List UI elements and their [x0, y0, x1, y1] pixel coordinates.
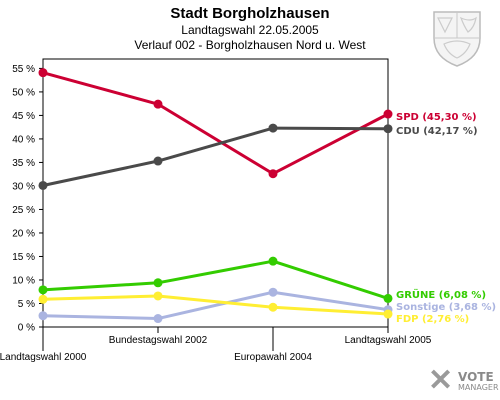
data-point [38, 180, 48, 190]
coat-of-arms-icon [433, 11, 481, 67]
series-label: Sonstige (3,68 %) [396, 302, 496, 313]
logo-subtext: MANAGER [458, 383, 499, 392]
x-tick-label: Landtagswahl 2000 [0, 352, 87, 363]
data-point [153, 314, 163, 324]
data-point [268, 256, 278, 266]
y-tick-label: 5 % [18, 299, 35, 310]
y-tick-label: 15 % [12, 252, 35, 263]
series-label: FDP (2,76 %) [396, 314, 469, 325]
data-point [383, 109, 393, 119]
x-tick-label: Bundestagswahl 2002 [109, 335, 208, 346]
y-tick-label: 20 % [12, 228, 35, 239]
data-point [153, 156, 163, 166]
y-tick-label: 0 % [18, 323, 35, 334]
data-point [268, 123, 278, 133]
data-point [383, 309, 393, 319]
x-tick-label: Europawahl 2004 [234, 352, 312, 363]
y-tick-label: 25 % [12, 205, 35, 216]
data-point [38, 285, 48, 295]
series-fdp [38, 291, 393, 319]
plot-frame [42, 58, 389, 328]
series-layer [38, 68, 393, 324]
x-tick-label: Landtagswahl 2005 [345, 335, 432, 346]
chart-subtitle: Landtagswahl 22.05.2005 [181, 23, 319, 37]
series-label: CDU (42,17 %) [396, 126, 478, 137]
series-cdu [38, 123, 393, 190]
data-point [268, 169, 278, 179]
logo-text: VOTE [458, 370, 494, 384]
y-tick-label: 30 % [12, 181, 35, 192]
series-line [42, 290, 389, 321]
y-tick-label: 50 % [12, 87, 35, 98]
data-point [383, 293, 393, 303]
data-point [268, 287, 278, 297]
series-labels: SPD (45,30 %) CDU (42,17 %) GRÜNE (6,08 %)… [396, 112, 496, 325]
y-tick-label: 55 % [12, 64, 35, 75]
data-point [153, 291, 163, 301]
series-line [42, 259, 389, 300]
series-gr-ne [38, 256, 393, 303]
y-axis: 0 % 5 % 10 % 15 % 20 % 25 % 30 % 35 % 40 % 45 % 50… [12, 64, 43, 334]
data-point [153, 99, 163, 109]
y-tick-label: 40 % [12, 134, 35, 145]
series-label: SPD (45,30 %) [396, 112, 477, 123]
y-tick-label: 45 % [12, 111, 35, 122]
series-sonstige [38, 287, 393, 324]
data-point [383, 124, 393, 134]
data-point [268, 302, 278, 312]
series-line [42, 71, 389, 176]
vote-manager-x-icon: ✕ [428, 364, 454, 397]
chart-subtitle-2: Verlauf 002 - Borgholzhausen Nord u. Wes… [134, 38, 366, 52]
vote-manager-logo: ✕ VOTE MANAGER [428, 364, 499, 397]
data-point [38, 68, 48, 78]
y-tick-label: 10 % [12, 275, 35, 286]
chart-title: Stadt Borgholzhausen [170, 5, 330, 22]
x-axis: Landtagswahl 2000 Bundestagswahl 2002 Euro… [0, 327, 432, 363]
series-label: GRÜNE (6,08 %) [396, 287, 486, 301]
series-line [42, 126, 389, 187]
data-point [38, 311, 48, 321]
series-line [42, 294, 389, 316]
y-tick-label: 35 % [12, 158, 35, 169]
data-point [38, 294, 48, 304]
data-point [153, 278, 163, 288]
series-spd [38, 68, 393, 179]
